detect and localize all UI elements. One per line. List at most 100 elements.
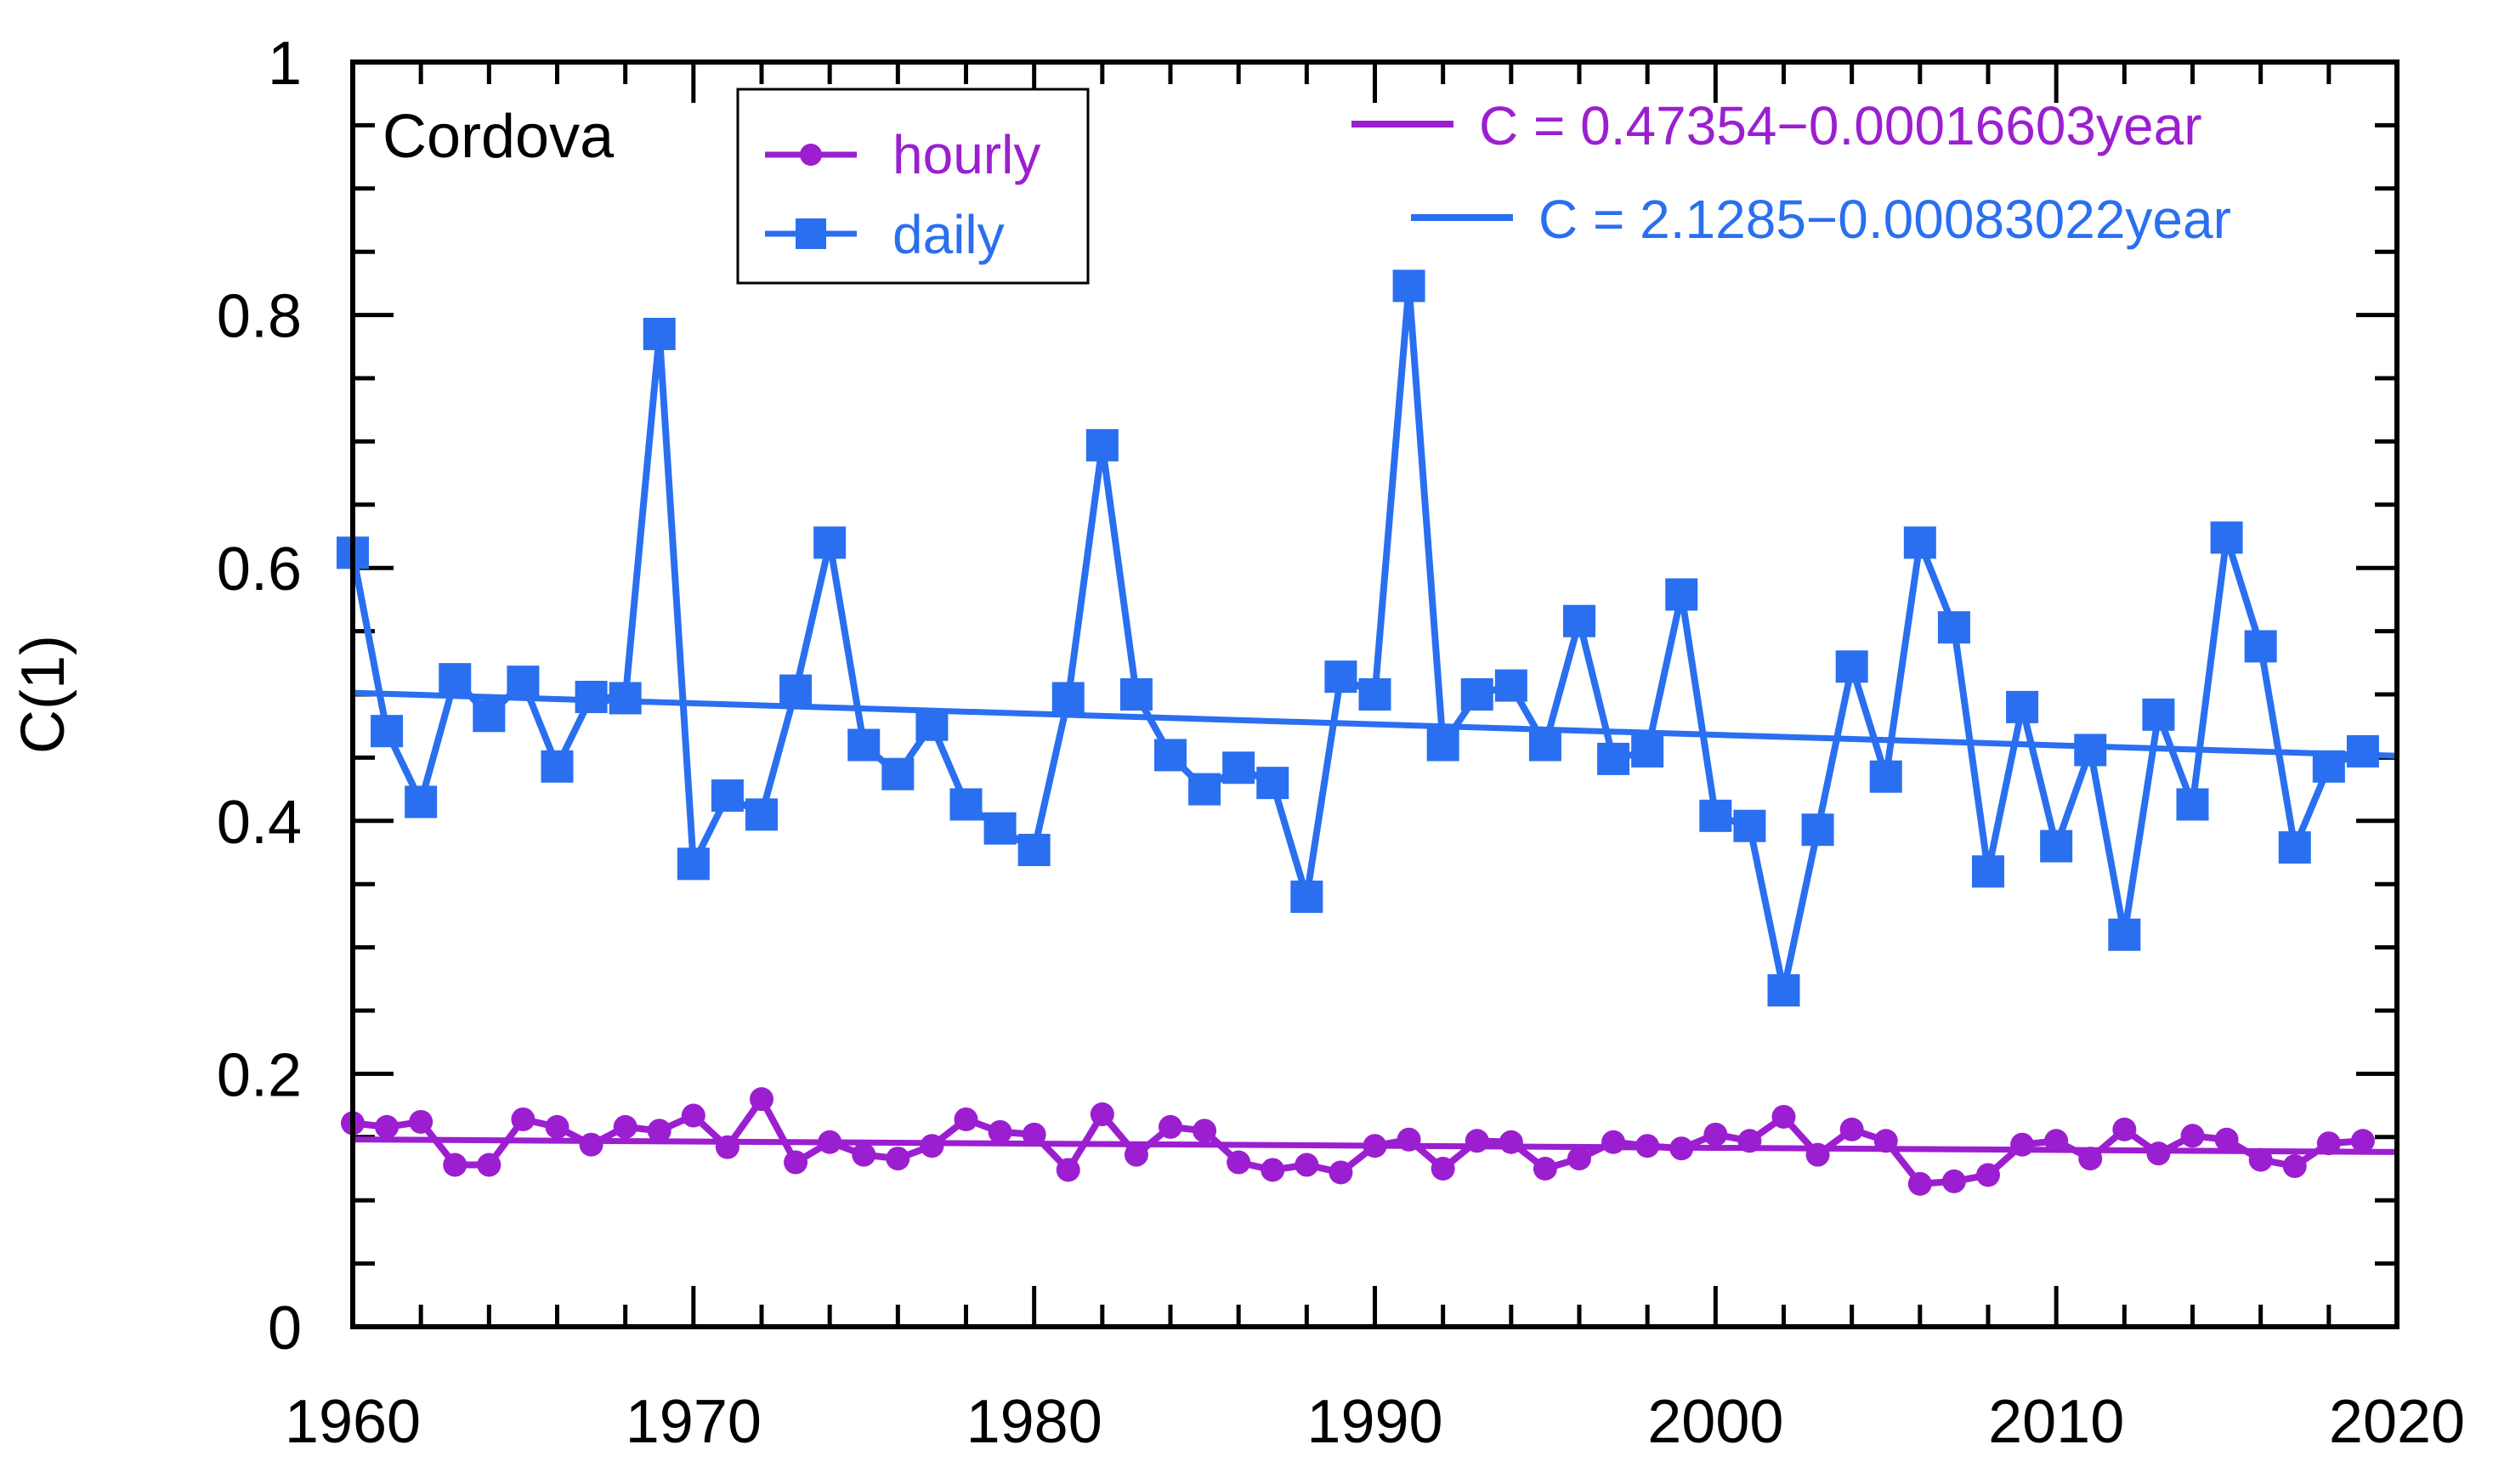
daily-point [2346, 734, 2379, 767]
daily-point [2142, 698, 2175, 731]
hourly-point [1465, 1129, 1489, 1153]
daily-point [1324, 660, 1357, 694]
hourly-point [1090, 1102, 1114, 1127]
daily-point [1085, 428, 1119, 462]
daily-point [1017, 834, 1051, 867]
y-axis-title: C(1) [9, 635, 77, 754]
daily-point [983, 812, 1017, 845]
daily-point [2210, 521, 2243, 554]
x-tick-label: 2010 [1988, 1388, 2124, 1456]
hourly-point [715, 1135, 739, 1159]
hourly-point [1976, 1163, 2000, 1187]
hourly-point [613, 1114, 637, 1139]
daily-point [2244, 630, 2277, 663]
daily-point [575, 680, 608, 713]
hourly-point [954, 1107, 978, 1131]
legend-hourly-label: hourly [892, 124, 1040, 185]
legend-box [736, 88, 1090, 285]
hourly-point [2078, 1147, 2103, 1171]
daily-point [1256, 767, 1289, 800]
hourly-point [1363, 1134, 1387, 1158]
hourly-fit-equation: C = 0.47354−0.00016603year [1479, 95, 2202, 156]
hourly-point [784, 1150, 808, 1175]
daily-point [1222, 751, 1255, 784]
hourly-point [1703, 1122, 1728, 1147]
daily-point [881, 757, 915, 790]
daily-point [439, 663, 472, 696]
hourly-point [443, 1153, 467, 1177]
hourly-point [545, 1114, 569, 1139]
hourly-point [1737, 1129, 1762, 1153]
daily-point [2040, 830, 2073, 863]
hourly-point [2112, 1117, 2137, 1141]
ticks [350, 59, 2400, 1329]
daily-point [2176, 788, 2209, 821]
daily-point [1460, 678, 1493, 711]
hourly-point [886, 1147, 910, 1171]
hourly-point [1805, 1142, 1830, 1167]
legend-hourly-marker [800, 144, 822, 166]
daily-point [1903, 526, 1936, 559]
hourly-point [1601, 1130, 1626, 1154]
daily-point [711, 779, 744, 813]
daily-point [813, 526, 847, 559]
daily-point [745, 798, 778, 831]
x-tick-label: 2000 [1647, 1388, 1783, 1456]
daily-point [1563, 604, 1595, 637]
hourly-point [1635, 1134, 1660, 1158]
hourly-point [1056, 1158, 1080, 1182]
hourly-point [1295, 1153, 1319, 1177]
hourly-point [1227, 1150, 1251, 1175]
daily-point [1426, 728, 1459, 762]
hourly-point [1771, 1104, 1796, 1129]
hourly-point [1193, 1119, 1217, 1143]
hourly-point [1941, 1169, 1966, 1193]
hourly-point [1022, 1122, 1046, 1147]
daily-point [1494, 669, 1527, 702]
daily-point [1631, 734, 1664, 767]
daily-point [609, 682, 642, 715]
daily-point [1290, 881, 1323, 914]
y-tick-label: 0.2 [217, 1041, 302, 1109]
hourly-point [2180, 1124, 2205, 1148]
daily-fit-equation: C = 2.1285−0.00083022year [1538, 189, 2231, 250]
daily-point [2074, 734, 2107, 767]
hourly-point [1873, 1129, 1898, 1153]
daily-point [1937, 611, 1970, 644]
hourly-point [1261, 1158, 1285, 1182]
daily-point [779, 674, 813, 707]
hourly-point [852, 1142, 876, 1167]
station-label: Cordova [382, 103, 615, 171]
daily-point [643, 317, 676, 350]
hourly-point [2316, 1131, 2341, 1156]
daily-point [541, 750, 574, 783]
x-tick-label: 1990 [1306, 1388, 1442, 1456]
hourly-point [1124, 1142, 1148, 1167]
daily-point [1699, 799, 1732, 832]
y-tick-label: 0.6 [217, 535, 302, 603]
hourly-point [2350, 1129, 2375, 1153]
fit-equations: C = 0.47354−0.00016603year C = 2.1285−0.… [1351, 95, 2231, 250]
daily-fit-line [352, 689, 2398, 759]
hourly-point [579, 1132, 603, 1157]
hourly-point [1329, 1160, 1353, 1185]
daily-point [473, 700, 506, 733]
hourly-point [988, 1119, 1012, 1144]
daily-point [1188, 773, 1221, 806]
daily-point [2006, 690, 2039, 723]
hourly-point [1839, 1117, 1864, 1141]
hourly-point [2146, 1141, 2171, 1166]
daily-point [507, 666, 540, 699]
daily-point [2108, 918, 2141, 951]
daily-point [1119, 678, 1153, 711]
daily-point [1528, 728, 1561, 762]
legend-daily-marker [796, 218, 826, 249]
daily-point [2278, 831, 2311, 864]
y-tick-label: 0 [268, 1294, 302, 1362]
daily-point [847, 728, 881, 762]
hourly-point [1567, 1147, 1591, 1171]
hourly-point [2248, 1147, 2273, 1172]
x-tick-label: 1970 [626, 1388, 762, 1456]
daily-point [949, 788, 983, 821]
